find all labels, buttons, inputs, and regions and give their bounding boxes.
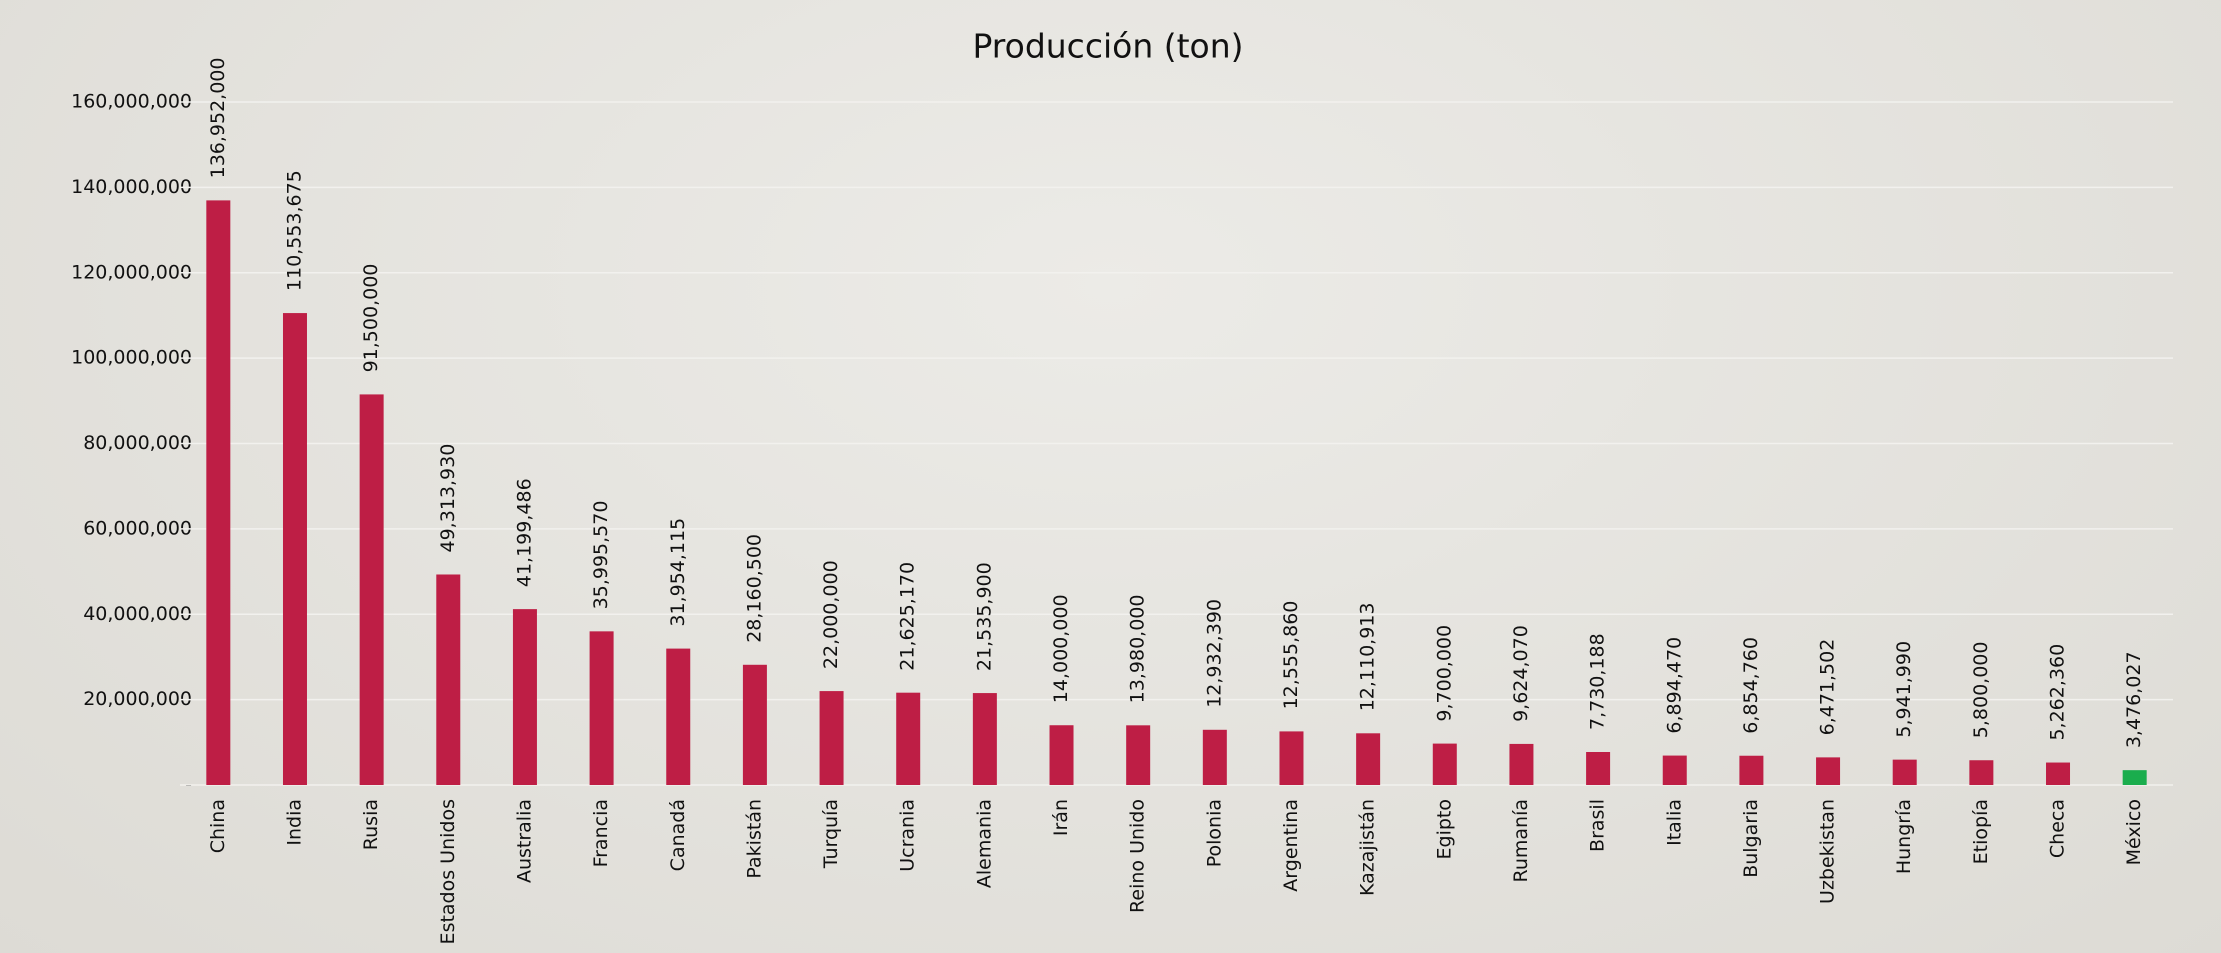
value-label: 6,894,470 — [1663, 637, 1685, 734]
bar — [1202, 729, 1227, 785]
bar — [1049, 725, 1074, 785]
x-tick-label: Irán — [1050, 799, 1072, 836]
x-tick-label: Checa — [2047, 799, 2069, 858]
bar — [2122, 770, 2147, 785]
x-tick-label: México — [2123, 799, 2145, 865]
x-tick-label: Rumanía — [1510, 799, 1532, 883]
x-tick-label: China — [207, 799, 229, 853]
bar — [742, 664, 767, 785]
value-label: 7,730,188 — [1587, 633, 1609, 730]
value-label: 12,932,390 — [1203, 599, 1225, 708]
bar — [1586, 752, 1611, 785]
x-tick-label: Bulgaria — [1740, 799, 1762, 878]
bar — [1509, 743, 1534, 785]
x-tick-label: Ucrania — [897, 799, 919, 872]
value-label: 9,624,070 — [1510, 625, 1532, 722]
x-tick-label: Pakistán — [743, 799, 765, 879]
bar — [666, 648, 691, 785]
y-tick-label: 160,000,000 — [71, 91, 192, 113]
value-label: 21,625,170 — [897, 562, 919, 671]
x-tick-label: India — [283, 799, 305, 846]
x-tick-label: Egipto — [1433, 799, 1455, 859]
x-tick-label: Hungría — [1893, 799, 1915, 874]
value-label: 5,262,360 — [2047, 644, 2069, 741]
x-tick-label: Australia — [513, 799, 535, 883]
x-tick-label: Kazajistán — [1357, 799, 1379, 896]
x-tick-label: Polonia — [1203, 799, 1225, 867]
value-label: 5,800,000 — [1970, 642, 1992, 739]
value-label: 31,954,115 — [667, 518, 689, 627]
bar — [1739, 755, 1764, 785]
bar — [972, 693, 997, 785]
bar — [1356, 733, 1381, 785]
bar — [896, 692, 921, 785]
y-tick-label: 20,000,000 — [83, 688, 192, 710]
x-tick-label: Uzbekistan — [1817, 799, 1839, 904]
x-tick-label: Etiopía — [1970, 799, 1992, 864]
x-tick-label: Brasil — [1587, 799, 1609, 852]
x-tick-label: Alemania — [973, 799, 995, 888]
x-tick-label: Turquía — [820, 799, 842, 869]
bar — [1126, 725, 1151, 785]
value-label: 110,553,675 — [283, 170, 305, 291]
y-tick-label: 80,000,000 — [83, 432, 192, 454]
bar — [282, 313, 307, 785]
value-label: 35,995,570 — [590, 501, 612, 610]
x-tick-label: Argentina — [1280, 799, 1302, 892]
value-label: 12,110,913 — [1357, 603, 1379, 712]
bar — [436, 574, 461, 785]
value-label: 49,313,930 — [437, 444, 459, 553]
y-tick-label: 120,000,000 — [71, 261, 192, 283]
value-label: 136,952,000 — [207, 58, 229, 179]
value-label: 22,000,000 — [820, 560, 842, 669]
value-label: 6,471,502 — [1817, 639, 1839, 736]
value-label: 28,160,500 — [743, 534, 765, 643]
bar — [1432, 743, 1457, 785]
x-tick-label: Rusia — [360, 799, 382, 850]
value-label: 13,980,000 — [1127, 595, 1149, 704]
value-label: 91,500,000 — [360, 264, 382, 373]
x-tick-label: Estados Unidos — [437, 799, 459, 944]
bar — [819, 691, 844, 785]
bar — [1662, 755, 1687, 785]
bar — [1279, 731, 1304, 785]
bar — [2046, 762, 2071, 785]
x-tick-label: Italia — [1663, 799, 1685, 846]
y-tick-label: 100,000,000 — [71, 347, 192, 369]
value-label: 12,555,860 — [1280, 601, 1302, 710]
value-label: 5,941,990 — [1893, 641, 1915, 738]
x-tick-label: Canadá — [667, 799, 689, 871]
value-label: 21,535,900 — [973, 562, 995, 671]
x-tick-label: Francia — [590, 799, 612, 867]
value-label: 9,700,000 — [1433, 625, 1455, 722]
value-label: 3,476,027 — [2123, 651, 2145, 748]
y-tick-label: 140,000,000 — [71, 176, 192, 198]
y-tick-label: 40,000,000 — [83, 603, 192, 625]
value-label: 6,854,760 — [1740, 637, 1762, 734]
bar — [589, 631, 614, 785]
x-tick-label: Reino Unido — [1127, 799, 1149, 913]
bar — [1969, 760, 1994, 785]
chart-title: Producción (ton) — [972, 27, 1243, 66]
value-label: 14,000,000 — [1050, 594, 1072, 703]
bar — [206, 200, 231, 785]
bar — [1892, 759, 1917, 785]
value-label: 41,199,486 — [513, 478, 535, 587]
bar — [359, 394, 384, 785]
bar — [1816, 757, 1841, 785]
y-tick-label: 60,000,000 — [83, 517, 192, 539]
bar — [512, 609, 537, 785]
